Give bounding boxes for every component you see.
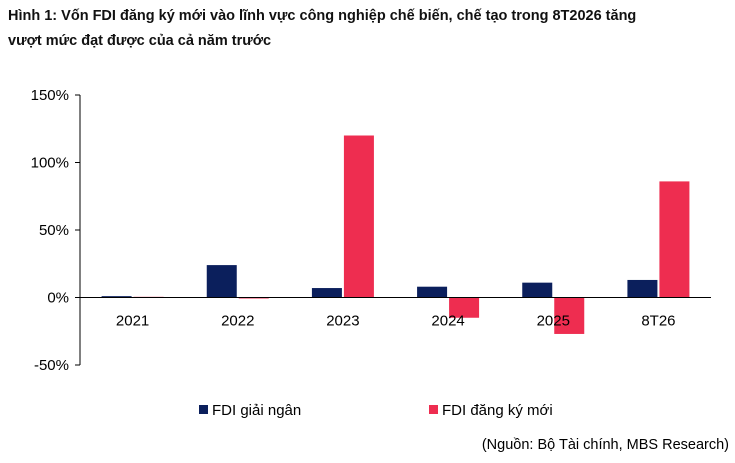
bar-fdi-disbursed-2025 (522, 282, 553, 298)
y-tick-label: 50% (39, 222, 69, 239)
x-category-label: 2025 (537, 313, 570, 330)
bar-fdi-registered-2025 (554, 297, 585, 334)
bar-fdi-disbursed-2021 (101, 296, 132, 298)
x-category-label: 2024 (431, 313, 464, 330)
x-category-label: 8T26 (641, 313, 675, 330)
legend-swatch (429, 405, 438, 414)
x-category-label: 2022 (221, 313, 254, 330)
bar-fdi-disbursed-2022 (206, 265, 237, 298)
legend-swatch (199, 405, 208, 414)
bar-fdi-registered-8t26 (659, 181, 690, 298)
y-tick-label: 0% (47, 290, 69, 307)
source-note: (Nguồn: Bộ Tài chính, MBS Research) (481, 437, 729, 453)
bar-fdi-registered-2023 (343, 135, 374, 298)
y-tick-label: -50% (34, 357, 69, 374)
bar-chart: 150% 100% 50% 0% -50% 2021 2022 2023 2024 2025 8T2… (31, 87, 711, 419)
x-category-label: 2023 (326, 313, 359, 330)
bar-fdi-disbursed-2024 (417, 286, 448, 298)
y-tick-label: 150% (31, 87, 69, 104)
x-category-label: 2021 (116, 313, 149, 330)
bar-fdi-disbursed-2023 (311, 288, 342, 298)
chart-title: Hình 1: Vốn FDI đăng ký mới vào lĩnh vực… (8, 4, 728, 54)
bar-fdi-registered-2024 (449, 297, 480, 318)
legend-label: FDI đăng ký mới (442, 402, 553, 419)
y-tick-label: 100% (31, 155, 69, 172)
legend-label: FDI giải ngân (212, 402, 301, 419)
chart-title-line-2: vượt mức đạt được của cả năm trước (8, 33, 272, 49)
chart-title-line-1: Hình 1: Vốn FDI đăng ký mới vào lĩnh vực… (8, 8, 637, 24)
bar-fdi-disbursed-8t26 (627, 279, 658, 298)
